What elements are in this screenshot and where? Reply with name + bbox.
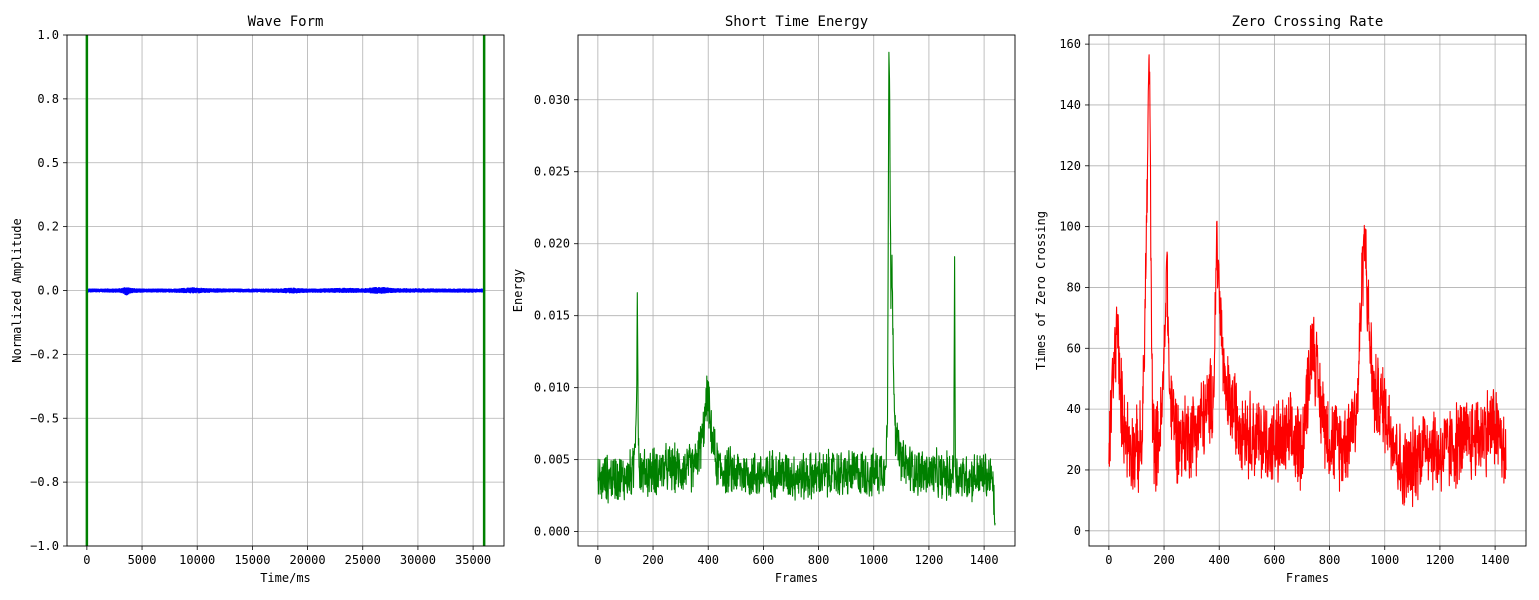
zcr-x-tick-label: 800 bbox=[1319, 553, 1341, 567]
energy-y-axis-label: Energy bbox=[511, 269, 525, 312]
zcr-x-tick-label: 400 bbox=[1208, 553, 1230, 567]
waveform-x-tick-label: 25000 bbox=[345, 553, 381, 567]
energy-x-tick-label: 600 bbox=[753, 553, 775, 567]
energy-x-tick-label: 400 bbox=[697, 553, 719, 567]
energy-x-axis-label: Frames bbox=[775, 571, 818, 585]
energy-y-tick-label: 0.030 bbox=[534, 93, 570, 107]
zcr-chart: 0 200 400 600 800 1000 1200 1400 0 20 40 60 80 100 120… bbox=[1034, 14, 1527, 585]
zcr-y-tick-label: 80 bbox=[1067, 280, 1081, 294]
zcr-plot-area bbox=[1108, 54, 1507, 508]
energy-chart: 0 200 400 600 800 1000 1200 1400 0.000 0.005 0.010… bbox=[511, 14, 1016, 585]
waveform-title: Wave Form bbox=[248, 14, 324, 30]
zcr-y-axis-label: Times of Zero Crossing bbox=[1034, 211, 1048, 370]
zcr-y-tick-label: 60 bbox=[1067, 341, 1081, 355]
waveform-x-tick-label: 5000 bbox=[128, 553, 157, 567]
waveform-y-tick-label: −0.5 bbox=[30, 411, 59, 425]
zcr-x-tick-label: 1400 bbox=[1481, 553, 1510, 567]
zcr-x-tick-label: 200 bbox=[1153, 553, 1175, 567]
waveform-y-tick-label: 0.8 bbox=[37, 92, 59, 106]
waveform-y-tick-label: 0.5 bbox=[37, 156, 59, 170]
zcr-x-axis-label: Frames bbox=[1286, 571, 1329, 585]
waveform-x-tick-label: 15000 bbox=[234, 553, 270, 567]
zcr-y-tick-label: 40 bbox=[1067, 402, 1081, 416]
zcr-x-tick-label: 0 bbox=[1105, 553, 1112, 567]
energy-x-tick-label: 800 bbox=[808, 553, 830, 567]
zcr-y-tick-label: 100 bbox=[1059, 220, 1081, 234]
waveform-x-tick-label: 0 bbox=[83, 553, 90, 567]
waveform-y-tick-label: 1.0 bbox=[37, 28, 59, 42]
energy-y-tick-label: 0.010 bbox=[534, 381, 570, 395]
zcr-x-tick-label: 1000 bbox=[1370, 553, 1399, 567]
energy-x-tick-label: 0 bbox=[594, 553, 601, 567]
energy-y-tick-label: 0.005 bbox=[534, 453, 570, 467]
waveform-y-tick-label: 0.0 bbox=[37, 284, 59, 298]
waveform-x-tick-label: 20000 bbox=[290, 553, 326, 567]
energy-x-tick-label: 200 bbox=[642, 553, 664, 567]
waveform-y-tick-label: −1.0 bbox=[30, 539, 59, 553]
waveform-y-tick-label: −0.2 bbox=[30, 347, 59, 361]
zcr-axes-frame bbox=[1088, 34, 1527, 547]
waveform-chart: 0 5000 10000 15000 20000 25000 30000 35000 −1.0 −… bbox=[10, 14, 505, 585]
zcr-x-tick-label: 1200 bbox=[1425, 553, 1454, 567]
energy-series-line bbox=[597, 51, 996, 526]
energy-x-tick-label: 1200 bbox=[914, 553, 943, 567]
energy-y-tick-label: 0.015 bbox=[534, 309, 570, 323]
waveform-y-axis-label: Normalized Amplitude bbox=[10, 218, 24, 363]
waveform-x-tick-label: 10000 bbox=[179, 553, 215, 567]
energy-x-tick-label: 1400 bbox=[970, 553, 999, 567]
energy-y-tick-label: 0.025 bbox=[534, 165, 570, 179]
energy-y-tick-label: 0.020 bbox=[534, 237, 570, 251]
zcr-title: Zero Crossing Rate bbox=[1232, 14, 1384, 30]
energy-axes-frame bbox=[577, 34, 1016, 547]
waveform-x-tick-label: 30000 bbox=[400, 553, 436, 567]
waveform-y-tick-label: 0.2 bbox=[37, 220, 59, 234]
waveform-axes-frame bbox=[66, 34, 505, 547]
zcr-y-tick-label: 120 bbox=[1059, 159, 1081, 173]
energy-plot-area bbox=[597, 51, 996, 526]
zcr-y-tick-label: 140 bbox=[1059, 98, 1081, 112]
zcr-y-tick-label: 0 bbox=[1074, 524, 1081, 538]
zcr-series-line bbox=[1108, 54, 1507, 508]
zcr-y-tick-label: 20 bbox=[1067, 463, 1081, 477]
energy-x-tick-label: 1000 bbox=[859, 553, 888, 567]
zcr-y-tick-label: 160 bbox=[1059, 37, 1081, 51]
waveform-y-tick-label: −0.8 bbox=[30, 475, 59, 489]
energy-y-tick-label: 0.000 bbox=[534, 525, 570, 539]
waveform-series-line bbox=[86, 286, 486, 296]
waveform-plot-area bbox=[85, 35, 486, 546]
waveform-x-axis-label: Time/ms bbox=[260, 571, 311, 585]
waveform-x-tick-label: 35000 bbox=[455, 553, 491, 567]
zcr-x-tick-label: 600 bbox=[1264, 553, 1286, 567]
energy-title: Short Time Energy bbox=[725, 14, 868, 30]
